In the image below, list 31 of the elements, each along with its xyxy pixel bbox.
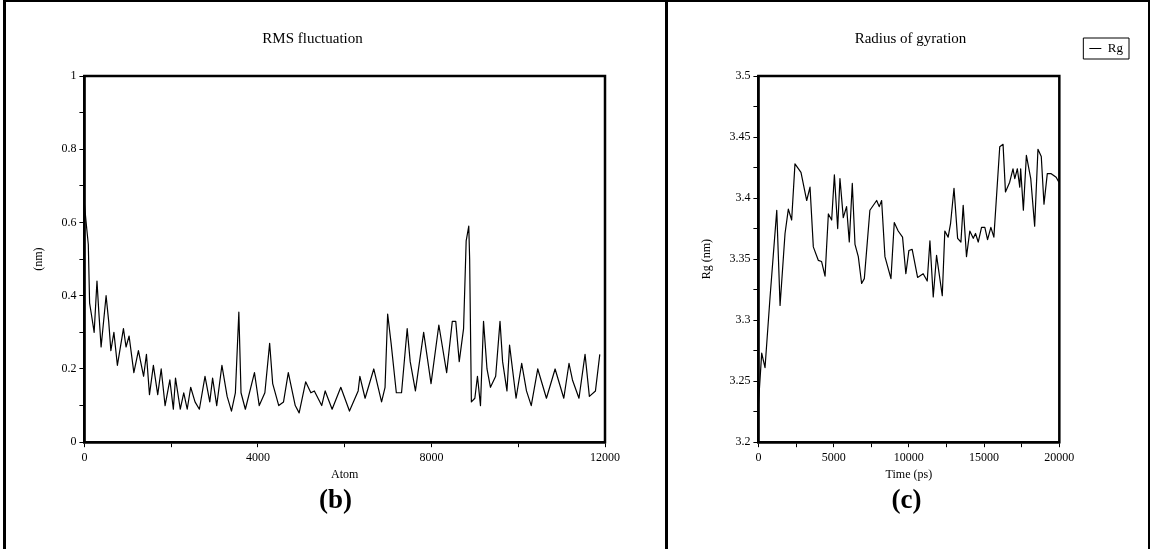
x-tick-label: 10000 bbox=[893, 449, 924, 464]
y-tick-label: 1 bbox=[70, 68, 77, 83]
x-tick-label: 15000 bbox=[969, 449, 1000, 464]
y-tick-label: 3.4 bbox=[735, 190, 751, 205]
x-axis-title: Atom bbox=[331, 466, 360, 481]
y-tick-label: 3.45 bbox=[729, 129, 751, 144]
x-tick-label: 20000 bbox=[1044, 449, 1075, 464]
chart-title: Radius of gyration bbox=[854, 29, 967, 46]
x-tick-label: 12000 bbox=[590, 449, 620, 464]
x-axis-title: Time (ps) bbox=[885, 466, 933, 481]
text: (b) bbox=[318, 484, 353, 515]
y-tick-label: 0.6 bbox=[61, 214, 77, 229]
y-tick-label: 3.3 bbox=[735, 312, 751, 327]
y-tick-label: 0 bbox=[70, 434, 77, 449]
y-axis-title: (nm) bbox=[31, 247, 46, 271]
y-tick-label: 0.2 bbox=[61, 361, 77, 376]
y-tick-label: 3.35 bbox=[729, 251, 751, 266]
y-tick-label: 0.4 bbox=[61, 287, 77, 302]
chart-title: RMS fluctuation bbox=[262, 29, 364, 46]
y-tick-label: 3.5 bbox=[735, 68, 751, 83]
x-tick-label: 4000 bbox=[245, 449, 270, 464]
x-tick-label: 8000 bbox=[419, 449, 444, 464]
y-tick-label: 3.25 bbox=[729, 373, 751, 388]
legend-label: Rg bbox=[1107, 39, 1124, 55]
x-tick-label: 0 bbox=[81, 449, 88, 464]
text: (c) bbox=[890, 484, 923, 515]
x-tick-label: 0 bbox=[755, 449, 762, 464]
y-axis-title: Rg (nm) bbox=[699, 238, 714, 280]
y-tick-label: 0.8 bbox=[61, 141, 77, 156]
y-tick-label: 3.2 bbox=[735, 434, 751, 449]
x-tick-label: 5000 bbox=[821, 449, 846, 464]
